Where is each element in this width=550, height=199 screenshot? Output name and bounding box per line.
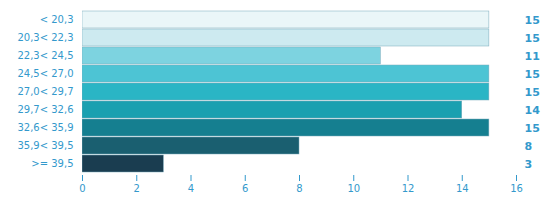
svg-text:35,9< 39,5: 35,9< 39,5 — [17, 140, 73, 151]
svg-text:24,5< 27,0: 24,5< 27,0 — [17, 68, 73, 79]
svg-text:32,6< 35,9: 32,6< 35,9 — [17, 122, 73, 133]
svg-text:20,3< 22,3: 20,3< 22,3 — [17, 32, 73, 43]
svg-text:16: 16 — [510, 183, 523, 194]
svg-text:10: 10 — [347, 183, 360, 194]
svg-text:6: 6 — [242, 183, 248, 194]
svg-text:>= 39,5: >= 39,5 — [31, 158, 73, 169]
svg-text:11: 11 — [525, 50, 540, 63]
svg-text:2: 2 — [134, 183, 140, 194]
svg-text:12: 12 — [402, 183, 415, 194]
svg-text:15: 15 — [525, 32, 540, 45]
svg-text:< 20,3: < 20,3 — [40, 14, 74, 25]
svg-text:14: 14 — [525, 104, 541, 117]
svg-text:22,3< 24,5: 22,3< 24,5 — [17, 50, 73, 61]
svg-text:8: 8 — [525, 140, 533, 153]
svg-text:0: 0 — [79, 183, 85, 194]
svg-text:27,0< 29,7: 27,0< 29,7 — [17, 86, 73, 97]
svg-text:29,7< 32,6: 29,7< 32,6 — [17, 104, 73, 115]
svg-text:15: 15 — [525, 86, 540, 99]
svg-text:15: 15 — [525, 68, 540, 81]
svg-text:14: 14 — [456, 183, 469, 194]
svg-text:8: 8 — [296, 183, 302, 194]
svg-text:15: 15 — [525, 14, 540, 27]
svg-text:4: 4 — [188, 183, 194, 194]
svg-text:15: 15 — [525, 122, 540, 135]
svg-text:3: 3 — [525, 158, 533, 171]
